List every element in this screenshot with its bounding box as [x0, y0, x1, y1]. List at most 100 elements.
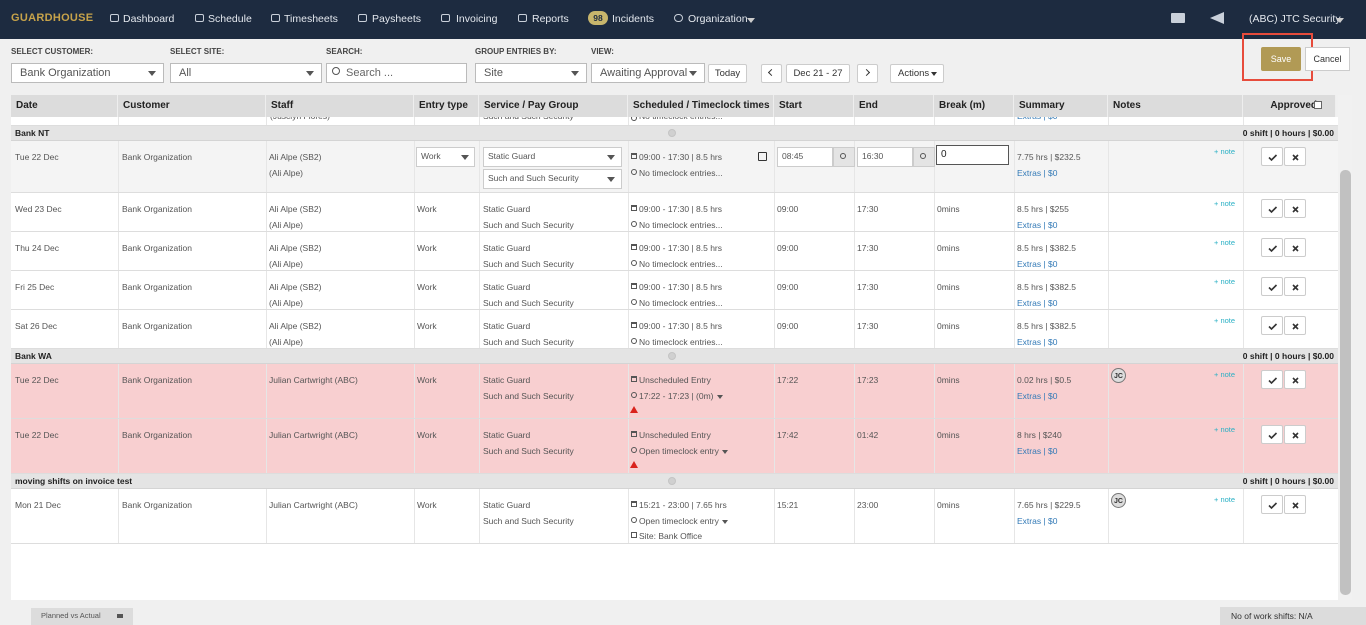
column-header: Entry type — [414, 95, 479, 117]
collapse-icon[interactable] — [668, 352, 676, 360]
cell-text: 0mins — [937, 321, 960, 331]
caret[interactable] — [722, 520, 728, 524]
column-divider — [854, 419, 855, 473]
timesheet-row: Wed 23 Dec Bank Organization Ali Alpe (SB2… — [11, 193, 1338, 232]
select[interactable]: All — [170, 63, 322, 83]
column-divider — [628, 193, 629, 231]
cell-text: Work — [417, 204, 437, 214]
reject-button[interactable] — [1284, 370, 1306, 389]
approve-button[interactable] — [1261, 147, 1283, 166]
column-divider — [934, 489, 935, 543]
save-button[interactable]: Save — [1261, 47, 1301, 71]
cell-text: Such and Such Security — [483, 391, 574, 401]
add-note[interactable]: + note — [1214, 425, 1236, 434]
reject-button[interactable] — [1284, 199, 1306, 218]
reject-button[interactable] — [1284, 147, 1306, 166]
column-divider — [266, 141, 267, 192]
nav-item[interactable]: Reports — [532, 13, 569, 25]
cell-text: Julian Cartwright (ABC) — [269, 500, 358, 510]
select[interactable]: Bank Organization — [11, 63, 164, 83]
approve-button[interactable] — [1261, 316, 1283, 335]
logo[interactable]: GUARDHOUSE — [11, 12, 94, 24]
collapse-icon[interactable] — [668, 477, 676, 485]
cell-text: Such and Such Security — [483, 337, 574, 347]
column-divider — [266, 489, 267, 543]
nav-icon — [195, 14, 204, 22]
add-note[interactable]: + note — [1214, 199, 1236, 208]
cell-text: 09:00 - 17:30 | 8.5 hrs — [639, 152, 723, 162]
column-divider — [628, 141, 629, 192]
warning-icon — [630, 406, 638, 413]
mail-icon[interactable] — [1171, 13, 1185, 23]
cell-text: Ali Alpe (SB2) — [269, 152, 322, 162]
search-input[interactable]: Search ... — [326, 63, 467, 83]
nav-item[interactable]: Schedule — [208, 13, 252, 25]
nav-item[interactable]: Paysheets — [372, 13, 422, 25]
nav-item[interactable]: Timesheets — [284, 13, 338, 25]
group-header: Bank WA 0 shift | 0 hours | $0.00 — [11, 349, 1338, 364]
next-button[interactable] — [857, 64, 878, 83]
add-note[interactable]: + note — [1214, 238, 1236, 247]
caret — [931, 72, 937, 76]
cell-text: Bank Organization — [122, 152, 192, 162]
approve-button[interactable] — [1261, 370, 1283, 389]
approve-button[interactable] — [1261, 425, 1283, 444]
approve-all-checkbox[interactable] — [1314, 101, 1322, 109]
cell-text: 17:23 — [857, 375, 879, 385]
column-divider — [1014, 271, 1015, 309]
cell-text: Extras | $0 — [1017, 220, 1058, 230]
announce-icon[interactable] — [1210, 12, 1224, 24]
column-divider — [266, 364, 267, 418]
nav-item[interactable]: Invoicing — [456, 13, 498, 25]
reject-button[interactable] — [1284, 425, 1306, 444]
reject-button[interactable] — [1284, 277, 1306, 296]
column-divider — [934, 419, 935, 473]
column-divider — [934, 193, 935, 231]
column-divider — [479, 141, 480, 192]
footer-tab[interactable]: Planned vs Actual — [31, 608, 133, 625]
nav-item[interactable]: Dashboard — [123, 13, 175, 25]
caret[interactable] — [722, 450, 728, 454]
add-note[interactable]: + note — [1214, 277, 1236, 286]
actions-button[interactable]: Actions — [890, 64, 944, 83]
entry-type-select[interactable]: Work — [416, 147, 475, 167]
reject-button[interactable] — [1284, 238, 1306, 257]
filter-label: GROUP ENTRIES BY: — [475, 47, 557, 56]
row-partial: (Jusclyn Flores) Such and Such Security No… — [11, 117, 1338, 126]
approve-button[interactable] — [1261, 277, 1283, 296]
approve-button[interactable] — [1261, 199, 1283, 218]
reject-button[interactable] — [1284, 495, 1306, 514]
collapse-icon[interactable] — [668, 129, 676, 137]
prev-button[interactable] — [761, 64, 782, 83]
add-note[interactable]: + note — [1214, 147, 1236, 156]
service-select[interactable]: Static Guard — [483, 147, 622, 167]
end-input[interactable]: 16:30 — [857, 147, 913, 167]
approve-button[interactable] — [1261, 238, 1283, 257]
add-note[interactable]: + note — [1214, 316, 1236, 325]
reject-button[interactable] — [1284, 316, 1306, 335]
approve-button[interactable] — [1261, 495, 1283, 514]
add-note[interactable]: + note — [1214, 370, 1236, 379]
break-input[interactable]: 0 — [936, 145, 1009, 165]
column-divider — [118, 141, 119, 192]
add-note[interactable]: + note — [1214, 495, 1236, 504]
group-header: moving shifts on invoice test 0 shift | 0… — [11, 474, 1338, 489]
select[interactable]: Awaiting Approval — [591, 63, 705, 83]
pin-icon — [117, 614, 123, 618]
cross — [1292, 502, 1299, 509]
cell-text: 8.5 hrs | $382.5 — [1017, 243, 1076, 253]
caret[interactable] — [717, 395, 723, 399]
nav-organization[interactable]: Organization — [688, 13, 748, 25]
cancel-button[interactable]: Cancel — [1305, 47, 1350, 71]
nav-incidents[interactable]: Incidents — [612, 13, 655, 25]
account[interactable]: (ABC) JTC Security — [1249, 13, 1341, 25]
select[interactable]: Site — [475, 63, 587, 83]
column-divider — [479, 232, 480, 270]
clock-icon — [920, 153, 926, 159]
today-button[interactable]: Today — [708, 64, 747, 83]
cell-text: Such and Such Security — [483, 220, 574, 230]
start-input[interactable]: 08:45 — [777, 147, 833, 167]
column-divider — [266, 310, 267, 348]
pay-group-select[interactable]: Such and Such Security — [483, 169, 622, 189]
navbar: GUARDHOUSE 98 Incidents Organization (AB… — [0, 0, 1366, 39]
